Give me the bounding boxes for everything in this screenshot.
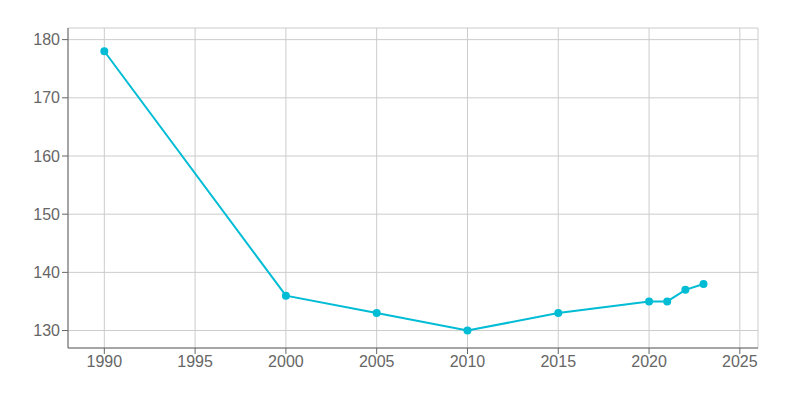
svg-text:2010: 2010 [450, 353, 486, 370]
svg-text:170: 170 [33, 89, 60, 106]
svg-text:2005: 2005 [359, 353, 395, 370]
svg-text:2020: 2020 [631, 353, 667, 370]
svg-text:180: 180 [33, 31, 60, 48]
svg-text:1990: 1990 [87, 353, 123, 370]
svg-text:130: 130 [33, 322, 60, 339]
svg-text:2015: 2015 [540, 353, 576, 370]
svg-text:140: 140 [33, 264, 60, 281]
svg-text:2025: 2025 [722, 353, 758, 370]
svg-text:150: 150 [33, 206, 60, 223]
svg-text:1995: 1995 [177, 353, 213, 370]
svg-text:2000: 2000 [268, 353, 304, 370]
svg-text:160: 160 [33, 148, 60, 165]
